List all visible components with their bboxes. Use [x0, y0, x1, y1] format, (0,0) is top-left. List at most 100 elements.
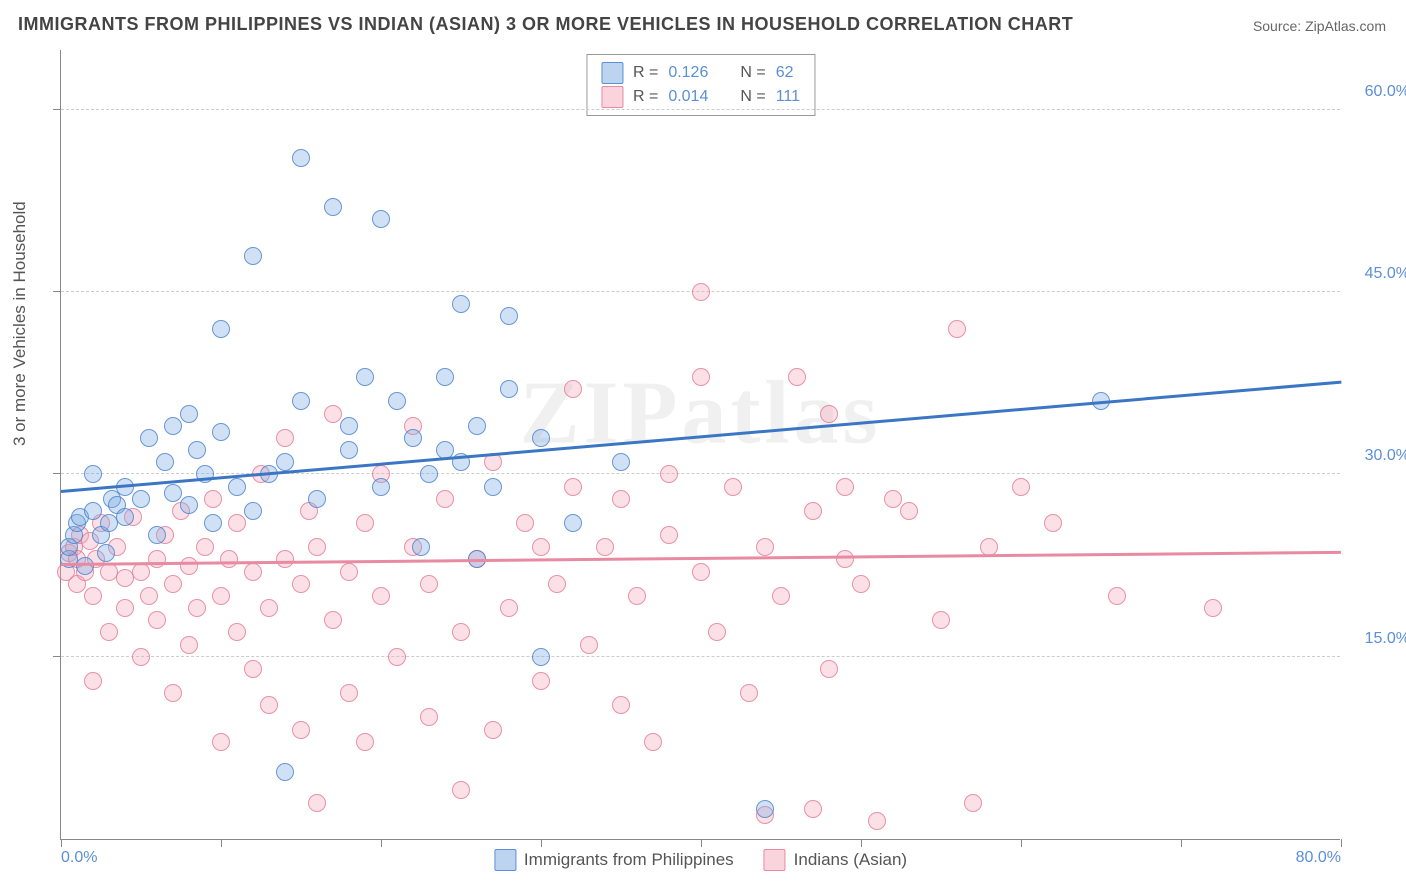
- point-indian: [532, 538, 550, 556]
- point-indian: [628, 587, 646, 605]
- point-indian: [452, 623, 470, 641]
- legend-series: Immigrants from Philippines Indians (Asi…: [494, 849, 907, 871]
- point-indian: [388, 648, 406, 666]
- point-indian: [356, 733, 374, 751]
- point-indian: [148, 550, 166, 568]
- point-indian: [596, 538, 614, 556]
- point-indian: [708, 623, 726, 641]
- point-indian: [612, 696, 630, 714]
- point-indian: [260, 696, 278, 714]
- point-indian: [196, 538, 214, 556]
- x-tick: [61, 839, 62, 847]
- y-axis-label: 3 or more Vehicles in Household: [10, 201, 30, 446]
- point-indian: [164, 575, 182, 593]
- y-tick-label: 60.0%: [1365, 83, 1406, 101]
- point-indian: [884, 490, 902, 508]
- r-value-blue: 0.126: [668, 61, 708, 85]
- point-indian: [260, 599, 278, 617]
- x-tick: [1181, 839, 1182, 847]
- point-indian: [660, 526, 678, 544]
- point-indian: [140, 587, 158, 605]
- n-value-pink: 111: [776, 85, 800, 109]
- point-indian: [964, 794, 982, 812]
- legend-row-pink: R = 0.014 N = 111: [601, 85, 800, 109]
- point-indian: [564, 380, 582, 398]
- point-philippines: [244, 502, 262, 520]
- point-philippines: [564, 514, 582, 532]
- point-philippines: [340, 417, 358, 435]
- point-indian: [500, 599, 518, 617]
- point-indian: [420, 708, 438, 726]
- point-philippines: [532, 648, 550, 666]
- swatch-pink: [601, 86, 623, 108]
- swatch-blue: [494, 849, 516, 871]
- point-indian: [188, 599, 206, 617]
- point-philippines: [340, 441, 358, 459]
- point-philippines: [84, 502, 102, 520]
- point-indian: [292, 721, 310, 739]
- plot-area: ZIPatlas R = 0.126 N = 62 R = 0.014 N = …: [60, 50, 1340, 840]
- point-indian: [692, 563, 710, 581]
- point-philippines: [484, 478, 502, 496]
- point-philippines: [420, 465, 438, 483]
- y-tick: [53, 109, 61, 110]
- point-philippines: [276, 763, 294, 781]
- point-indian: [116, 599, 134, 617]
- point-philippines: [188, 441, 206, 459]
- point-philippines: [204, 514, 222, 532]
- point-indian: [1044, 514, 1062, 532]
- source-label: Source: ZipAtlas.com: [1253, 18, 1386, 34]
- point-indian: [212, 733, 230, 751]
- legend-item-pink: Indians (Asian): [764, 849, 907, 871]
- point-indian: [164, 684, 182, 702]
- point-philippines: [292, 392, 310, 410]
- point-philippines: [164, 417, 182, 435]
- point-philippines: [468, 417, 486, 435]
- point-indian: [660, 465, 678, 483]
- x-tick: [381, 839, 382, 847]
- point-indian: [516, 514, 534, 532]
- point-indian: [340, 563, 358, 581]
- x-tick-label: 0.0%: [61, 849, 97, 867]
- point-indian: [420, 575, 438, 593]
- point-indian: [244, 660, 262, 678]
- point-indian: [436, 490, 454, 508]
- point-philippines: [612, 453, 630, 471]
- n-value-blue: 62: [776, 61, 794, 85]
- x-tick: [541, 839, 542, 847]
- point-indian: [484, 721, 502, 739]
- point-indian: [276, 550, 294, 568]
- point-philippines: [116, 508, 134, 526]
- point-philippines: [500, 380, 518, 398]
- point-indian: [220, 550, 238, 568]
- point-philippines: [404, 429, 422, 447]
- point-philippines: [372, 478, 390, 496]
- point-indian: [84, 672, 102, 690]
- point-philippines: [756, 800, 774, 818]
- point-indian: [244, 563, 262, 581]
- point-philippines: [308, 490, 326, 508]
- legend-label: Immigrants from Philippines: [524, 850, 734, 870]
- n-label: N =: [740, 61, 765, 85]
- point-indian: [1108, 587, 1126, 605]
- point-indian: [772, 587, 790, 605]
- point-indian: [204, 490, 222, 508]
- point-indian: [532, 672, 550, 690]
- r-value-pink: 0.014: [668, 85, 708, 109]
- point-philippines: [356, 368, 374, 386]
- point-philippines: [532, 429, 550, 447]
- point-indian: [308, 794, 326, 812]
- point-indian: [324, 405, 342, 423]
- point-indian: [564, 478, 582, 496]
- point-indian: [900, 502, 918, 520]
- x-tick: [701, 839, 702, 847]
- point-philippines: [148, 526, 166, 544]
- point-indian: [132, 563, 150, 581]
- point-philippines: [452, 295, 470, 313]
- point-philippines: [132, 490, 150, 508]
- point-indian: [836, 478, 854, 496]
- y-tick-label: 45.0%: [1365, 265, 1406, 283]
- y-tick: [53, 473, 61, 474]
- x-tick: [861, 839, 862, 847]
- point-philippines: [292, 149, 310, 167]
